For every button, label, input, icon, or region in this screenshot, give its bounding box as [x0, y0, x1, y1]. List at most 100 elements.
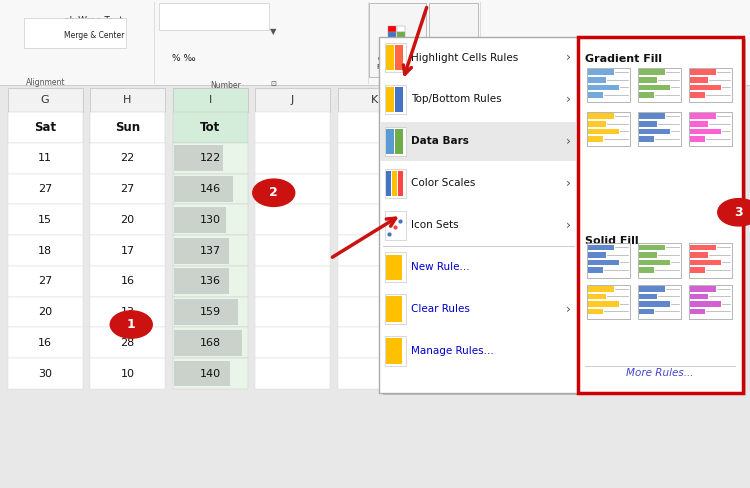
FancyBboxPatch shape: [588, 260, 620, 265]
Text: 20: 20: [121, 215, 134, 225]
FancyBboxPatch shape: [90, 174, 165, 204]
Text: 159: 159: [200, 307, 220, 317]
Text: ab Wrap Text: ab Wrap Text: [64, 16, 123, 24]
Text: Merge & Center: Merge & Center: [64, 31, 124, 40]
FancyBboxPatch shape: [172, 358, 248, 389]
FancyBboxPatch shape: [385, 43, 406, 72]
FancyBboxPatch shape: [8, 88, 82, 112]
FancyBboxPatch shape: [385, 85, 406, 114]
Text: 22: 22: [120, 153, 135, 163]
Text: New Rule...: New Rule...: [411, 262, 470, 272]
FancyBboxPatch shape: [690, 69, 716, 75]
FancyBboxPatch shape: [174, 207, 226, 233]
FancyBboxPatch shape: [588, 69, 614, 75]
FancyBboxPatch shape: [172, 266, 248, 297]
FancyBboxPatch shape: [397, 32, 405, 38]
FancyBboxPatch shape: [688, 68, 732, 102]
Text: 11: 11: [38, 153, 52, 163]
FancyBboxPatch shape: [639, 136, 654, 142]
FancyBboxPatch shape: [385, 336, 406, 366]
FancyBboxPatch shape: [8, 266, 82, 297]
FancyBboxPatch shape: [172, 174, 248, 204]
FancyBboxPatch shape: [639, 294, 658, 299]
FancyBboxPatch shape: [690, 286, 716, 292]
FancyBboxPatch shape: [639, 309, 654, 314]
Text: Icon Sets: Icon Sets: [411, 220, 459, 230]
Text: 27: 27: [120, 184, 135, 194]
Text: 3: 3: [734, 206, 743, 219]
FancyBboxPatch shape: [588, 252, 607, 258]
FancyBboxPatch shape: [688, 285, 732, 319]
FancyBboxPatch shape: [385, 252, 406, 282]
Text: 122: 122: [200, 153, 220, 163]
FancyBboxPatch shape: [660, 88, 735, 112]
Text: G: G: [40, 95, 50, 105]
Text: H: H: [123, 95, 132, 105]
FancyBboxPatch shape: [255, 112, 330, 143]
FancyBboxPatch shape: [639, 301, 670, 307]
FancyBboxPatch shape: [8, 204, 82, 235]
FancyBboxPatch shape: [688, 244, 732, 278]
FancyBboxPatch shape: [690, 309, 705, 314]
FancyBboxPatch shape: [690, 301, 722, 307]
Text: I: I: [209, 95, 212, 105]
Text: Color Scales: Color Scales: [411, 178, 476, 188]
FancyBboxPatch shape: [174, 176, 232, 202]
FancyBboxPatch shape: [690, 252, 709, 258]
Text: More Rules...: More Rules...: [626, 368, 694, 378]
FancyBboxPatch shape: [639, 69, 665, 75]
Text: 16: 16: [121, 276, 134, 286]
FancyBboxPatch shape: [690, 260, 722, 265]
FancyBboxPatch shape: [639, 128, 670, 134]
FancyBboxPatch shape: [8, 235, 82, 266]
Text: ›: ›: [566, 135, 571, 148]
FancyBboxPatch shape: [639, 113, 665, 119]
FancyBboxPatch shape: [588, 244, 614, 250]
Text: Clear Rules: Clear Rules: [411, 304, 470, 314]
Circle shape: [718, 199, 750, 226]
FancyBboxPatch shape: [338, 88, 412, 112]
Text: 13: 13: [121, 307, 134, 317]
FancyBboxPatch shape: [588, 309, 603, 314]
Text: 18: 18: [38, 245, 52, 256]
FancyBboxPatch shape: [338, 235, 412, 266]
FancyBboxPatch shape: [586, 112, 630, 146]
FancyBboxPatch shape: [690, 294, 709, 299]
FancyBboxPatch shape: [385, 210, 406, 240]
FancyBboxPatch shape: [174, 268, 229, 294]
FancyBboxPatch shape: [588, 267, 603, 273]
FancyBboxPatch shape: [24, 18, 126, 48]
Text: N: N: [610, 95, 620, 105]
Text: 2: 2: [269, 186, 278, 199]
Text: ›: ›: [566, 303, 571, 316]
FancyBboxPatch shape: [8, 297, 82, 327]
FancyBboxPatch shape: [385, 127, 406, 156]
Text: ›: ›: [566, 177, 571, 190]
Text: ›: ›: [566, 51, 571, 64]
FancyBboxPatch shape: [8, 174, 82, 204]
FancyBboxPatch shape: [690, 244, 716, 250]
FancyBboxPatch shape: [338, 297, 412, 327]
FancyBboxPatch shape: [544, 37, 610, 78]
Text: 16: 16: [38, 338, 52, 348]
Text: Gradient Fill: Gradient Fill: [585, 54, 662, 63]
FancyBboxPatch shape: [172, 297, 248, 327]
FancyBboxPatch shape: [90, 358, 165, 389]
FancyBboxPatch shape: [174, 361, 230, 386]
Text: Number: Number: [210, 81, 241, 89]
Text: Normal: Normal: [496, 53, 531, 62]
FancyBboxPatch shape: [172, 88, 248, 112]
Circle shape: [110, 311, 152, 338]
FancyBboxPatch shape: [639, 286, 665, 292]
Text: 17: 17: [121, 245, 134, 256]
Text: 137: 137: [200, 245, 220, 256]
FancyBboxPatch shape: [255, 235, 330, 266]
Text: Top/Bottom Rules: Top/Bottom Rules: [411, 95, 502, 104]
FancyBboxPatch shape: [0, 0, 750, 85]
Text: ⊡: ⊡: [270, 81, 276, 86]
FancyBboxPatch shape: [544, 79, 610, 119]
FancyBboxPatch shape: [255, 143, 330, 174]
FancyBboxPatch shape: [388, 32, 396, 38]
FancyBboxPatch shape: [690, 113, 716, 119]
FancyBboxPatch shape: [174, 330, 242, 356]
